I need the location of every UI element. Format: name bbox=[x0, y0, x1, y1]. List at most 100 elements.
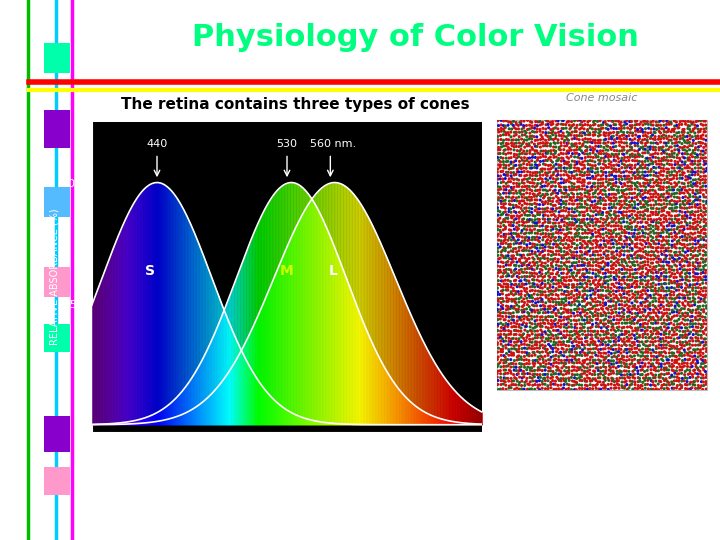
Point bbox=[508, 150, 520, 159]
Point bbox=[674, 183, 685, 191]
Point bbox=[498, 359, 510, 367]
Point bbox=[681, 233, 693, 242]
Point bbox=[568, 120, 580, 129]
Point bbox=[562, 160, 573, 168]
Point bbox=[492, 386, 504, 394]
Point bbox=[500, 305, 512, 314]
Point bbox=[600, 299, 611, 307]
Point bbox=[566, 242, 577, 251]
Point bbox=[608, 297, 619, 306]
Point bbox=[589, 116, 600, 125]
Point bbox=[694, 302, 706, 310]
Point bbox=[690, 168, 701, 177]
Point bbox=[631, 183, 643, 191]
Point bbox=[567, 331, 578, 340]
Point bbox=[659, 214, 670, 223]
Point bbox=[613, 273, 625, 281]
Point bbox=[538, 358, 549, 367]
Point bbox=[680, 196, 691, 205]
Point bbox=[655, 247, 667, 256]
Point bbox=[510, 161, 522, 170]
Point bbox=[523, 207, 535, 216]
Point bbox=[695, 327, 706, 335]
Point bbox=[609, 305, 621, 313]
Point bbox=[684, 240, 696, 248]
Point bbox=[514, 363, 526, 372]
Point bbox=[639, 168, 651, 177]
Point bbox=[524, 215, 536, 224]
Point bbox=[492, 188, 504, 197]
Point bbox=[682, 355, 693, 364]
Point bbox=[665, 120, 677, 129]
Point bbox=[664, 251, 675, 259]
Point bbox=[635, 247, 647, 255]
Point bbox=[573, 293, 585, 302]
Point bbox=[582, 348, 593, 357]
Point bbox=[562, 380, 573, 388]
Point bbox=[509, 297, 521, 306]
Point bbox=[560, 178, 572, 186]
Point bbox=[669, 248, 680, 256]
Point bbox=[649, 132, 661, 141]
Point bbox=[666, 222, 678, 231]
Point bbox=[511, 370, 523, 379]
Point bbox=[500, 261, 512, 269]
Point bbox=[588, 381, 599, 390]
Point bbox=[508, 136, 519, 144]
Point bbox=[577, 148, 588, 157]
Point bbox=[606, 164, 618, 173]
Point bbox=[544, 283, 556, 292]
Point bbox=[629, 319, 640, 328]
Point bbox=[572, 370, 583, 379]
Point bbox=[645, 125, 657, 133]
Point bbox=[534, 330, 546, 339]
Point bbox=[519, 211, 531, 219]
Point bbox=[548, 369, 559, 378]
Point bbox=[598, 316, 610, 325]
Point bbox=[550, 369, 562, 378]
Point bbox=[556, 236, 567, 245]
Point bbox=[599, 373, 611, 382]
Point bbox=[526, 228, 537, 237]
Point bbox=[541, 141, 553, 150]
Point bbox=[494, 290, 505, 299]
Point bbox=[690, 139, 702, 148]
Point bbox=[616, 222, 627, 231]
Point bbox=[634, 164, 646, 172]
Point bbox=[513, 182, 525, 191]
Point bbox=[577, 128, 588, 137]
Point bbox=[652, 225, 664, 234]
Point bbox=[543, 123, 554, 132]
Point bbox=[565, 334, 577, 343]
Point bbox=[518, 164, 529, 172]
Point bbox=[621, 236, 632, 245]
Point bbox=[582, 225, 594, 234]
Point bbox=[587, 218, 598, 227]
Point bbox=[663, 132, 675, 140]
Point bbox=[621, 300, 632, 309]
Point bbox=[660, 363, 672, 372]
Point bbox=[537, 128, 549, 137]
Point bbox=[492, 272, 503, 280]
Point bbox=[642, 272, 653, 280]
Point bbox=[550, 291, 562, 299]
Point bbox=[668, 206, 680, 215]
Point bbox=[649, 265, 661, 274]
Point bbox=[693, 134, 704, 143]
Point bbox=[492, 367, 504, 375]
Point bbox=[674, 320, 685, 328]
Point bbox=[635, 127, 647, 136]
Point bbox=[670, 199, 682, 208]
Point bbox=[656, 308, 667, 317]
Point bbox=[693, 214, 704, 222]
Point bbox=[541, 156, 553, 165]
Point bbox=[592, 363, 603, 372]
Point bbox=[529, 320, 541, 328]
Point bbox=[584, 355, 595, 364]
Point bbox=[679, 294, 690, 302]
Point bbox=[697, 356, 708, 365]
Point bbox=[505, 230, 517, 238]
Point bbox=[560, 120, 572, 129]
Point bbox=[531, 200, 543, 208]
Point bbox=[505, 120, 517, 129]
